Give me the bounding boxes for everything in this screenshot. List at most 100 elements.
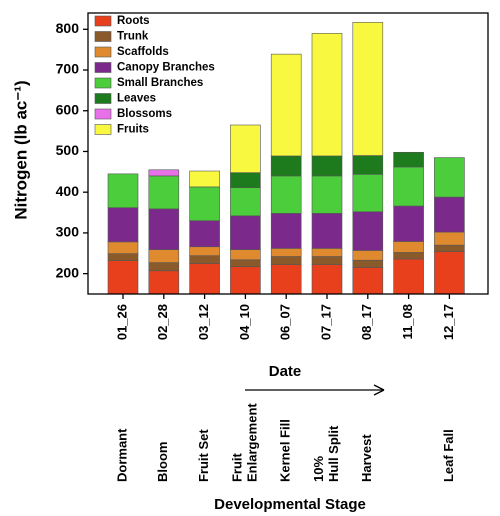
bar-segment [148, 270, 180, 295]
legend-swatch [94, 93, 112, 104]
bar-segment [270, 213, 302, 249]
x-tick-label: 08_17 [359, 304, 374, 340]
bar-segment [107, 260, 139, 295]
bar-segment [352, 259, 384, 268]
y-tick-label: 400 [56, 183, 80, 199]
bar-segment [393, 166, 424, 207]
stage-label: Leaf Fall [441, 429, 456, 482]
x-tick-label: 04_10 [237, 304, 252, 340]
y-axis-label: Nitrogen (lb ac⁻¹) [11, 80, 30, 219]
x-tick-label: 02_28 [155, 304, 170, 340]
x-tick-label: 03_12 [196, 304, 211, 340]
bar-segment [393, 241, 424, 253]
x-axis-label: Date [269, 363, 302, 380]
bar-segment [230, 172, 261, 189]
bar-segment [230, 266, 261, 295]
bar-segment [393, 252, 424, 260]
bar-segment [311, 248, 343, 257]
y-tick-label: 700 [56, 61, 80, 77]
bar-segment [311, 256, 343, 265]
bar-segment [352, 250, 384, 261]
bar-segment [230, 249, 261, 261]
stage-label: Fruit [229, 452, 244, 482]
x-tick-label: 06_07 [278, 304, 293, 340]
bar-segment [434, 244, 465, 252]
bar-segment [352, 267, 384, 295]
bar-segment [352, 155, 384, 175]
bar-segment [148, 175, 180, 210]
x-tick-label: 12_17 [441, 304, 456, 340]
legend-swatch [94, 15, 112, 27]
legend-label: Blossoms [117, 108, 172, 120]
legend-label: Fruits [117, 124, 149, 136]
legend-label: Small Branches [117, 77, 203, 89]
legend-label: Trunk [117, 31, 149, 43]
legend-label: Scaffolds [117, 46, 169, 58]
bar-segment [270, 256, 302, 265]
bar-segment [352, 211, 384, 251]
bar-segment [270, 155, 302, 177]
bar-segment [189, 170, 220, 188]
bar-segment [107, 241, 139, 254]
bar-segment [230, 124, 261, 173]
legend-swatch [94, 108, 112, 120]
y-tick-label: 300 [56, 224, 80, 240]
stage-label: Dormant [114, 428, 129, 482]
bar-segment [393, 151, 424, 168]
bar-segment [311, 33, 343, 157]
bar-segment [434, 196, 465, 233]
legend-swatch [94, 46, 112, 58]
bar-segment [189, 246, 220, 257]
legend-swatch [94, 124, 112, 135]
bar-segment [311, 175, 343, 214]
bar-segment [311, 264, 343, 295]
bar-segment [107, 253, 139, 261]
bar-segment [311, 213, 343, 249]
stage-label: Fruit Set [196, 429, 211, 482]
bar-segment [189, 220, 220, 248]
bar-segment [148, 208, 180, 250]
bar-segment [434, 231, 465, 246]
legend-label: Canopy Branches [117, 62, 215, 74]
bar-segment [352, 22, 384, 156]
bar-segment [230, 259, 261, 268]
bar-segment [270, 264, 302, 295]
y-tick-label: 200 [56, 264, 80, 280]
bar-segment [189, 263, 220, 295]
bar-segment [148, 169, 180, 177]
bar-segment [230, 187, 261, 217]
y-tick-label: 800 [56, 20, 80, 36]
bar-segment [352, 173, 384, 213]
bar-segment [148, 249, 180, 263]
stage-label: Enlargement [244, 403, 259, 482]
bar-segment [270, 175, 302, 214]
bar-segment [148, 262, 180, 272]
legend-label: Roots [117, 15, 150, 27]
legend-swatch [94, 62, 112, 73]
bar-segment [393, 258, 424, 295]
bar-segment [434, 157, 465, 198]
legend-label: Leaves [117, 93, 156, 105]
bar-segment [434, 251, 465, 295]
y-tick-label: 500 [56, 142, 80, 158]
legend-swatch [94, 77, 112, 89]
plot-frame [87, 12, 489, 295]
stage-label: 10% [311, 456, 326, 482]
bar-segment [189, 186, 220, 221]
stage-label: Harvest [359, 434, 374, 482]
stage-label: Hull Split [326, 425, 341, 482]
bar-segment [311, 155, 343, 177]
bar-segment [270, 248, 302, 257]
bar-segment [230, 215, 261, 250]
y-tick-label: 600 [56, 101, 80, 117]
legend-swatch [94, 31, 112, 42]
x-tick-label: 01_26 [114, 304, 129, 340]
bar-segment [270, 53, 302, 157]
bar-segment [189, 255, 220, 264]
x-tick-label: 07_17 [318, 304, 333, 340]
bar-segment [107, 173, 139, 208]
stage-axis-label: Developmental Stage [214, 496, 366, 513]
stage-label: Kernel Fill [278, 419, 293, 482]
x-tick-label: 11_08 [400, 304, 415, 339]
